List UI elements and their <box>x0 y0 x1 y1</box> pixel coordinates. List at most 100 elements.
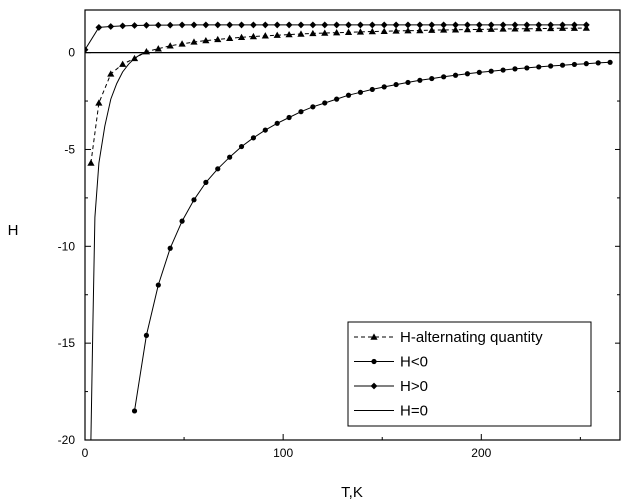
series-line <box>90 52 147 440</box>
legend-entry: H=0 <box>400 403 428 420</box>
data-point <box>369 86 375 93</box>
data-point <box>488 68 494 74</box>
data-point <box>392 21 400 29</box>
y-axis-label: H <box>8 222 19 239</box>
data-point <box>286 114 292 121</box>
data-point <box>262 127 268 133</box>
data-point <box>511 21 519 29</box>
data-point <box>487 25 495 32</box>
data-point <box>309 29 317 37</box>
data-point <box>238 143 245 150</box>
data-point <box>310 104 316 110</box>
data-point <box>487 21 495 29</box>
data-point <box>143 332 150 339</box>
data-point <box>475 21 483 29</box>
data-point <box>285 21 293 29</box>
data-point <box>381 84 387 90</box>
y-tick-label: -20 <box>58 433 76 447</box>
data-point <box>345 92 352 98</box>
data-point <box>476 69 482 75</box>
data-point <box>119 22 127 30</box>
data-point <box>250 135 257 141</box>
legend-entry: H<0 <box>400 354 428 371</box>
data-point <box>344 28 353 35</box>
data-point <box>536 64 542 70</box>
data-point <box>309 21 317 29</box>
data-point <box>452 21 459 29</box>
data-point <box>523 25 531 32</box>
data-point <box>166 21 174 29</box>
data-point <box>571 61 578 68</box>
data-point <box>451 26 460 33</box>
data-point <box>405 79 411 86</box>
data-point <box>179 218 185 224</box>
data-point <box>249 32 258 40</box>
data-point <box>238 21 245 29</box>
data-point <box>464 21 471 29</box>
series-h-0 <box>85 21 590 54</box>
data-point <box>334 96 340 102</box>
data-point <box>441 74 447 80</box>
data-point <box>357 21 364 29</box>
data-point <box>380 21 388 29</box>
data-point <box>203 179 209 185</box>
data-point <box>475 25 483 33</box>
data-point <box>524 65 530 71</box>
series-h-0 <box>131 59 613 414</box>
data-point <box>548 63 554 69</box>
data-point <box>237 33 246 41</box>
legend-box <box>347 321 592 427</box>
data-point <box>357 89 364 95</box>
data-point <box>178 40 186 47</box>
data-point <box>321 29 329 36</box>
y-tick-label: -5 <box>64 142 75 156</box>
data-point <box>190 38 198 45</box>
plot-frame <box>84 9 621 441</box>
data-point <box>190 21 198 29</box>
data-point <box>131 408 138 414</box>
data-point <box>333 29 341 36</box>
data-point <box>227 154 233 160</box>
data-point <box>404 21 412 29</box>
x-axis-label: T,K <box>341 484 363 501</box>
data-point <box>392 27 400 34</box>
series-h-0 <box>90 52 147 440</box>
legend-entry: H-alternating quantity <box>400 329 543 346</box>
data-point <box>583 61 589 67</box>
data-point <box>274 120 280 126</box>
data-point <box>215 166 221 172</box>
data-point <box>393 81 399 88</box>
data-point <box>155 282 161 288</box>
data-point <box>131 22 138 29</box>
data-point <box>226 21 234 29</box>
x-tick-label: 200 <box>471 446 491 460</box>
data-point <box>416 26 424 34</box>
data-point <box>417 77 423 83</box>
data-point <box>582 21 590 29</box>
x-tick-label: 100 <box>273 446 293 460</box>
data-point <box>464 71 471 77</box>
legend-entry: H>0 <box>400 378 428 395</box>
data-point <box>333 21 341 29</box>
data-point <box>167 245 173 251</box>
data-point <box>463 25 472 33</box>
data-point <box>214 21 222 29</box>
data-point <box>559 21 566 29</box>
y-tick-label: -15 <box>58 336 76 350</box>
data-point <box>166 42 174 49</box>
data-point <box>356 28 365 35</box>
data-point <box>559 62 566 68</box>
data-point <box>273 31 281 38</box>
legend-marker <box>371 358 377 365</box>
data-point <box>440 21 448 29</box>
legend: H-alternating quantity H<0 H>0 H=0 <box>347 321 592 427</box>
data-point <box>428 26 436 33</box>
data-point <box>261 32 269 39</box>
x-tick-label: 0 <box>82 446 89 460</box>
data-layer <box>85 21 613 440</box>
data-point <box>285 30 293 38</box>
legend-marker <box>370 333 378 340</box>
data-point <box>202 37 210 44</box>
